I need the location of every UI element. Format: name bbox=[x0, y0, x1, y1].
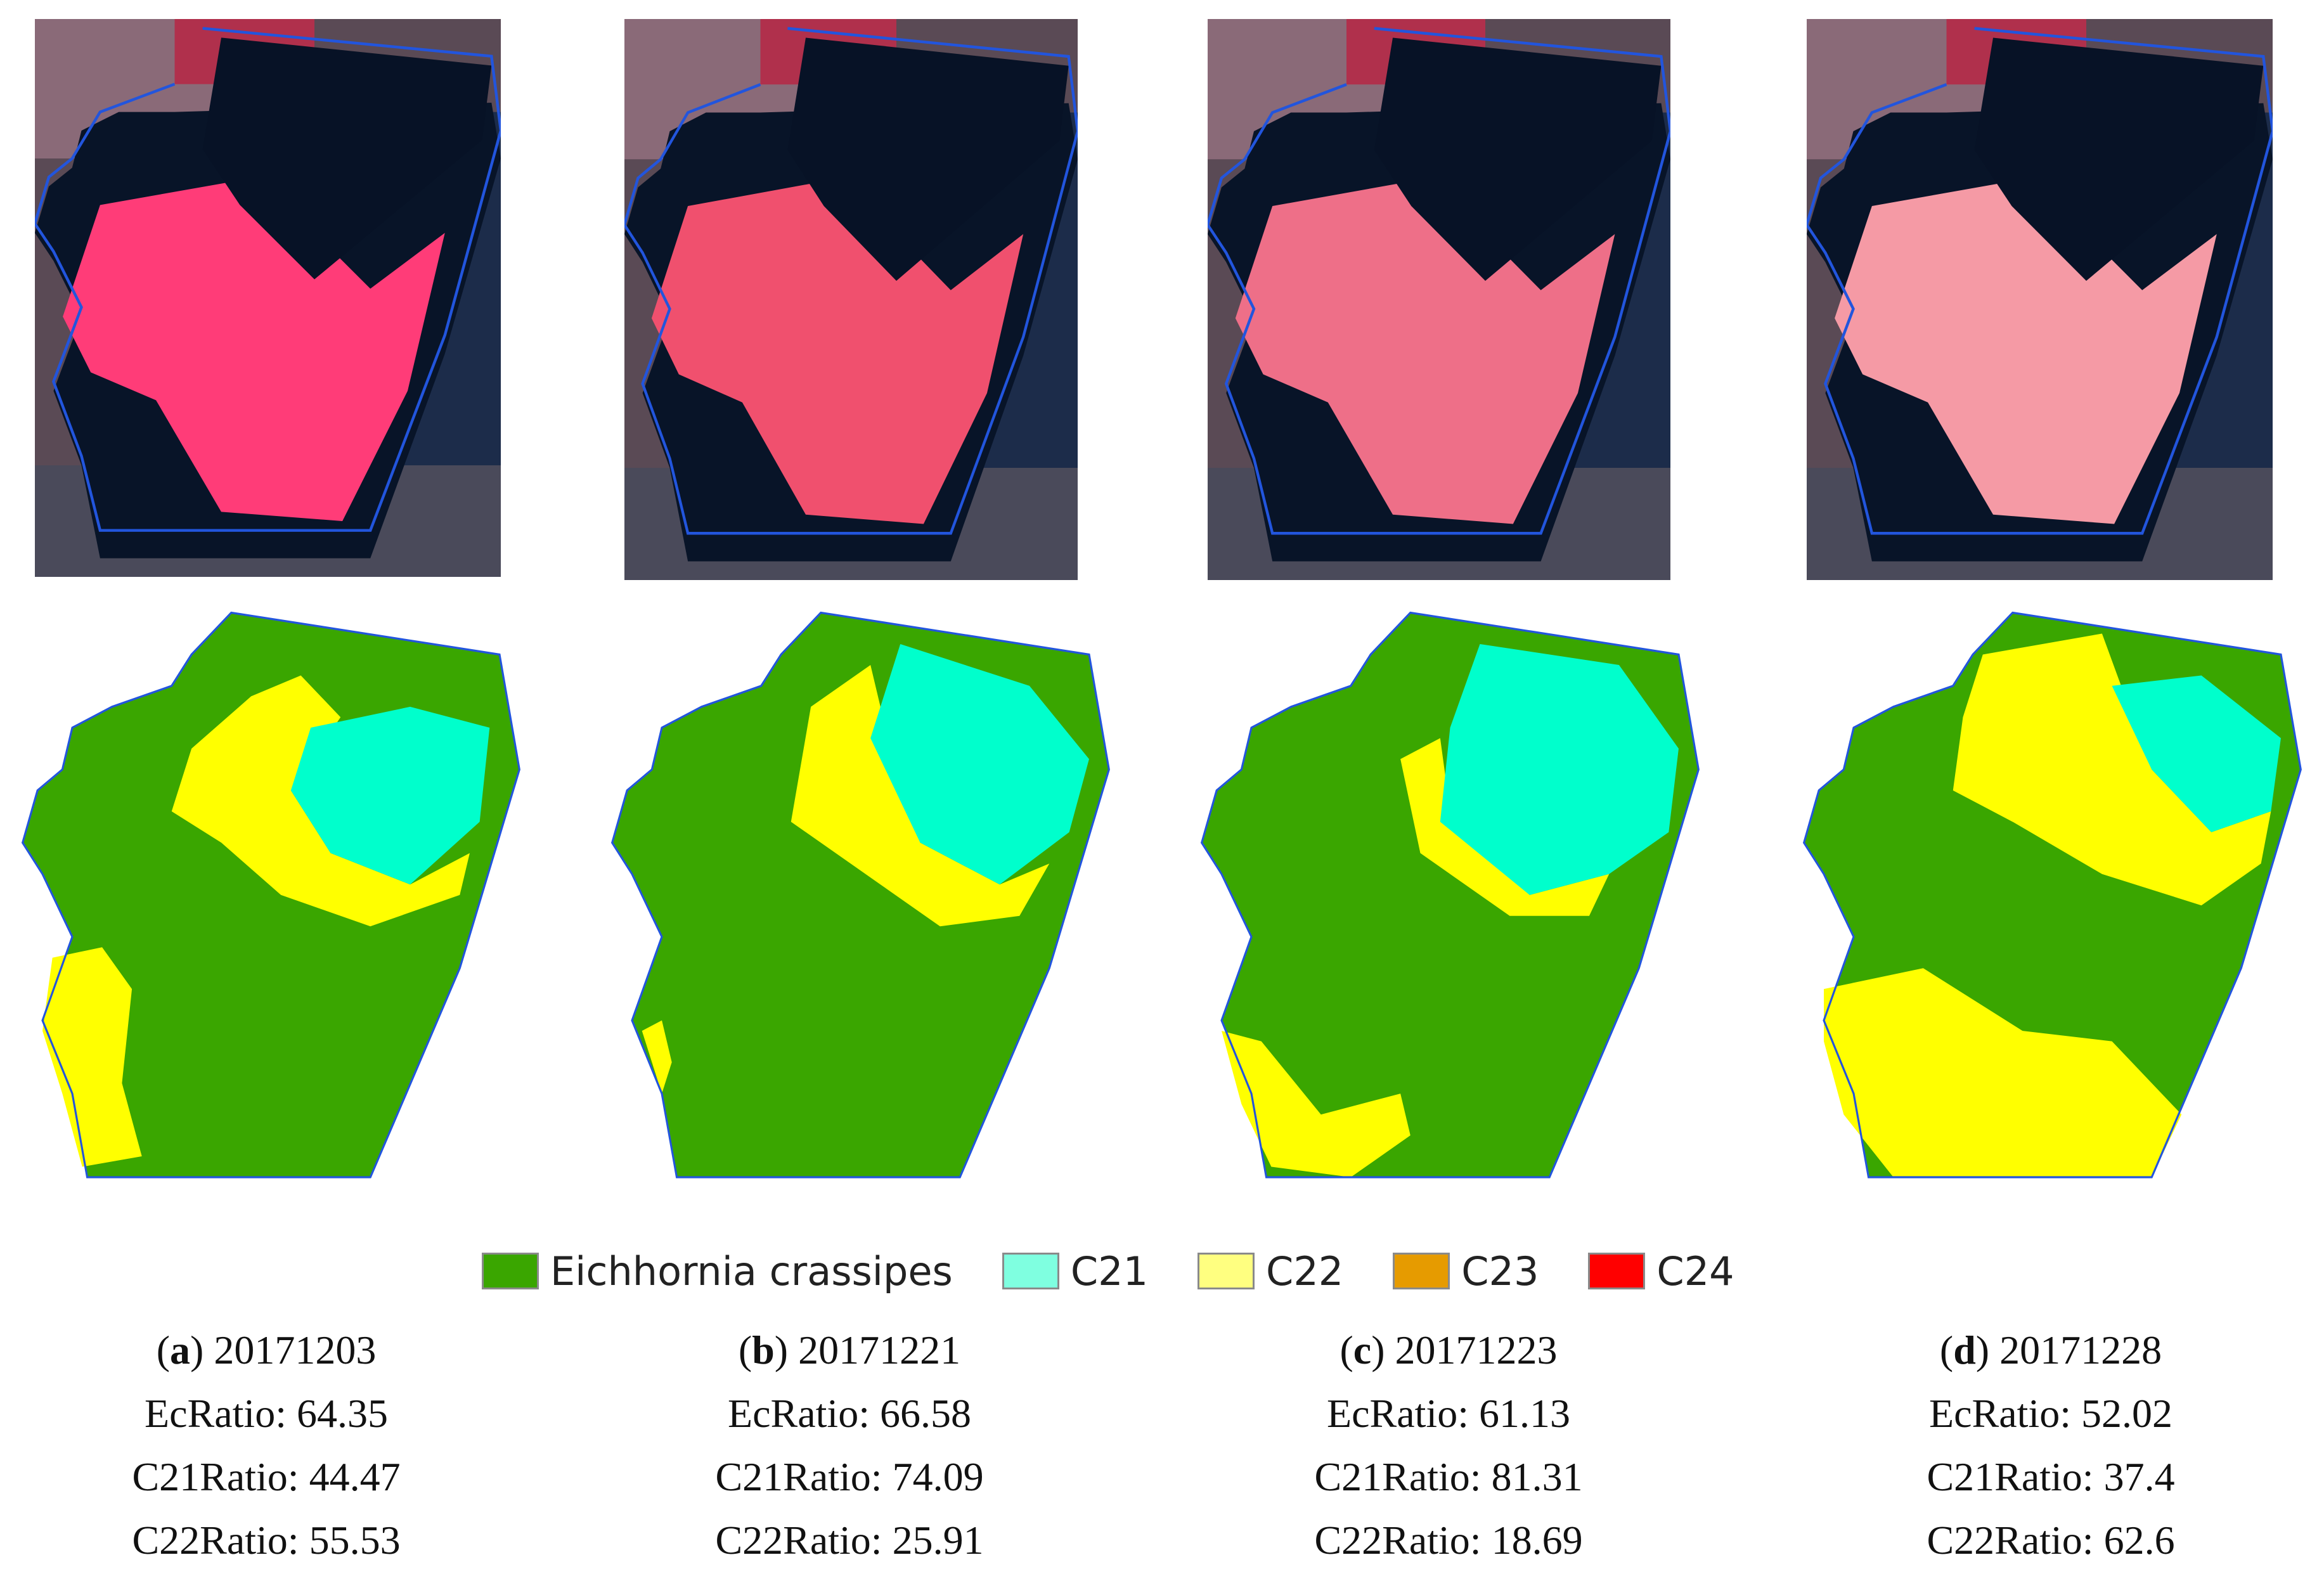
caption-d: (d) 20171228 EcRatio: 52.02 C21Ratio: 37… bbox=[1785, 1319, 2317, 1572]
ec-ratio: EcRatio: 64.35 bbox=[145, 1391, 388, 1436]
study-boundary bbox=[21, 611, 520, 1178]
c21-ratio: C21Ratio: 81.31 bbox=[1314, 1454, 1583, 1499]
c22-ratio: C22Ratio: 18.69 bbox=[1314, 1518, 1583, 1563]
c22-ratio: C22Ratio: 62.6 bbox=[1927, 1518, 2175, 1563]
legend-item-c23: C23 bbox=[1393, 1248, 1539, 1294]
ec-ratio: EcRatio: 66.58 bbox=[728, 1391, 971, 1436]
hyacinth-mat bbox=[63, 177, 445, 521]
c22-zone-south bbox=[1824, 968, 2182, 1178]
caption-c: (c) 20171223 EcRatio: 61.13 C21Ratio: 81… bbox=[1182, 1319, 1715, 1572]
c21-ratio: C21Ratio: 74.09 bbox=[715, 1454, 984, 1499]
c22-zone-south bbox=[1222, 1031, 1411, 1178]
c21-zone bbox=[1440, 643, 1679, 895]
c22-zone-north bbox=[171, 675, 470, 927]
satellite-image-c bbox=[1208, 19, 1670, 580]
classification-map-b bbox=[602, 602, 1119, 1198]
legend-item-eichhornia: Eichhornia crassipes bbox=[482, 1248, 953, 1294]
study-boundary bbox=[1208, 27, 1670, 535]
study-boundary bbox=[35, 27, 501, 532]
study-boundary bbox=[1200, 611, 1700, 1178]
c22-zone-north bbox=[1400, 738, 1610, 916]
ec-ratio: EcRatio: 52.02 bbox=[1929, 1391, 2172, 1436]
map-legend: Eichhornia crassipes C21 C22 C23 C24 bbox=[482, 1236, 1734, 1306]
caption-title: (a) 20171203 bbox=[156, 1327, 377, 1372]
caption-b: (b) 20171221 EcRatio: 66.58 C21Ratio: 74… bbox=[583, 1319, 1116, 1572]
c22-zone-south bbox=[642, 1020, 672, 1094]
legend-item-c22: C22 bbox=[1198, 1248, 1343, 1294]
caption-title: (d) 20171228 bbox=[1939, 1327, 2162, 1372]
c21-zone bbox=[290, 706, 490, 885]
study-boundary bbox=[1802, 611, 2302, 1178]
c22-zone-south bbox=[42, 947, 142, 1167]
hyacinth-mat bbox=[651, 178, 1024, 524]
legend-label: C21 bbox=[1070, 1248, 1149, 1294]
legend-item-c21: C21 bbox=[1002, 1248, 1148, 1294]
legend-swatch-c23 bbox=[1393, 1253, 1450, 1289]
legend-label: C22 bbox=[1266, 1248, 1344, 1294]
open-water-north bbox=[787, 37, 1069, 281]
c21-ratio: C21Ratio: 44.47 bbox=[132, 1454, 401, 1499]
legend-label: Eichhornia crassipes bbox=[550, 1248, 953, 1294]
c22-ratio: C22Ratio: 55.53 bbox=[132, 1518, 401, 1563]
classification-map-a bbox=[13, 602, 529, 1198]
legend-label: C23 bbox=[1461, 1248, 1539, 1294]
caption-title: (c) 20171223 bbox=[1340, 1327, 1558, 1372]
c22-zone-north bbox=[1953, 633, 2271, 906]
ec-ratio: EcRatio: 61.13 bbox=[1327, 1391, 1570, 1436]
hyacinth-mat bbox=[1235, 178, 1615, 524]
open-water-north bbox=[1374, 37, 1662, 281]
c22-ratio: C22Ratio: 25.91 bbox=[715, 1518, 984, 1563]
caption-a: (a) 20171203 EcRatio: 64.35 C21Ratio: 44… bbox=[0, 1319, 533, 1572]
satellite-image-b bbox=[624, 19, 1078, 580]
c21-ratio: C21Ratio: 37.4 bbox=[1927, 1454, 2175, 1499]
classification-map-d bbox=[1794, 602, 2311, 1198]
c22-zone-north bbox=[791, 664, 1050, 927]
legend-label: C24 bbox=[1656, 1248, 1734, 1294]
satellite-image-d bbox=[1807, 19, 2273, 580]
legend-swatch-c21 bbox=[1002, 1253, 1059, 1289]
caption-title: (b) 20171221 bbox=[738, 1327, 961, 1372]
open-water-north bbox=[202, 37, 492, 280]
satellite-image-a bbox=[35, 19, 501, 577]
classification-map-c bbox=[1192, 602, 1708, 1198]
legend-swatch-eichhornia bbox=[482, 1253, 539, 1289]
c21-zone bbox=[2112, 675, 2281, 832]
legend-swatch-c22 bbox=[1198, 1253, 1255, 1289]
study-boundary bbox=[624, 27, 1078, 535]
hyacinth-mat bbox=[1835, 178, 2217, 524]
c21-zone bbox=[870, 643, 1089, 885]
open-water-north bbox=[1974, 37, 2264, 281]
study-boundary bbox=[610, 611, 1110, 1178]
study-boundary bbox=[1807, 27, 2273, 535]
legend-item-c24: C24 bbox=[1588, 1248, 1734, 1294]
legend-swatch-c24 bbox=[1588, 1253, 1646, 1289]
